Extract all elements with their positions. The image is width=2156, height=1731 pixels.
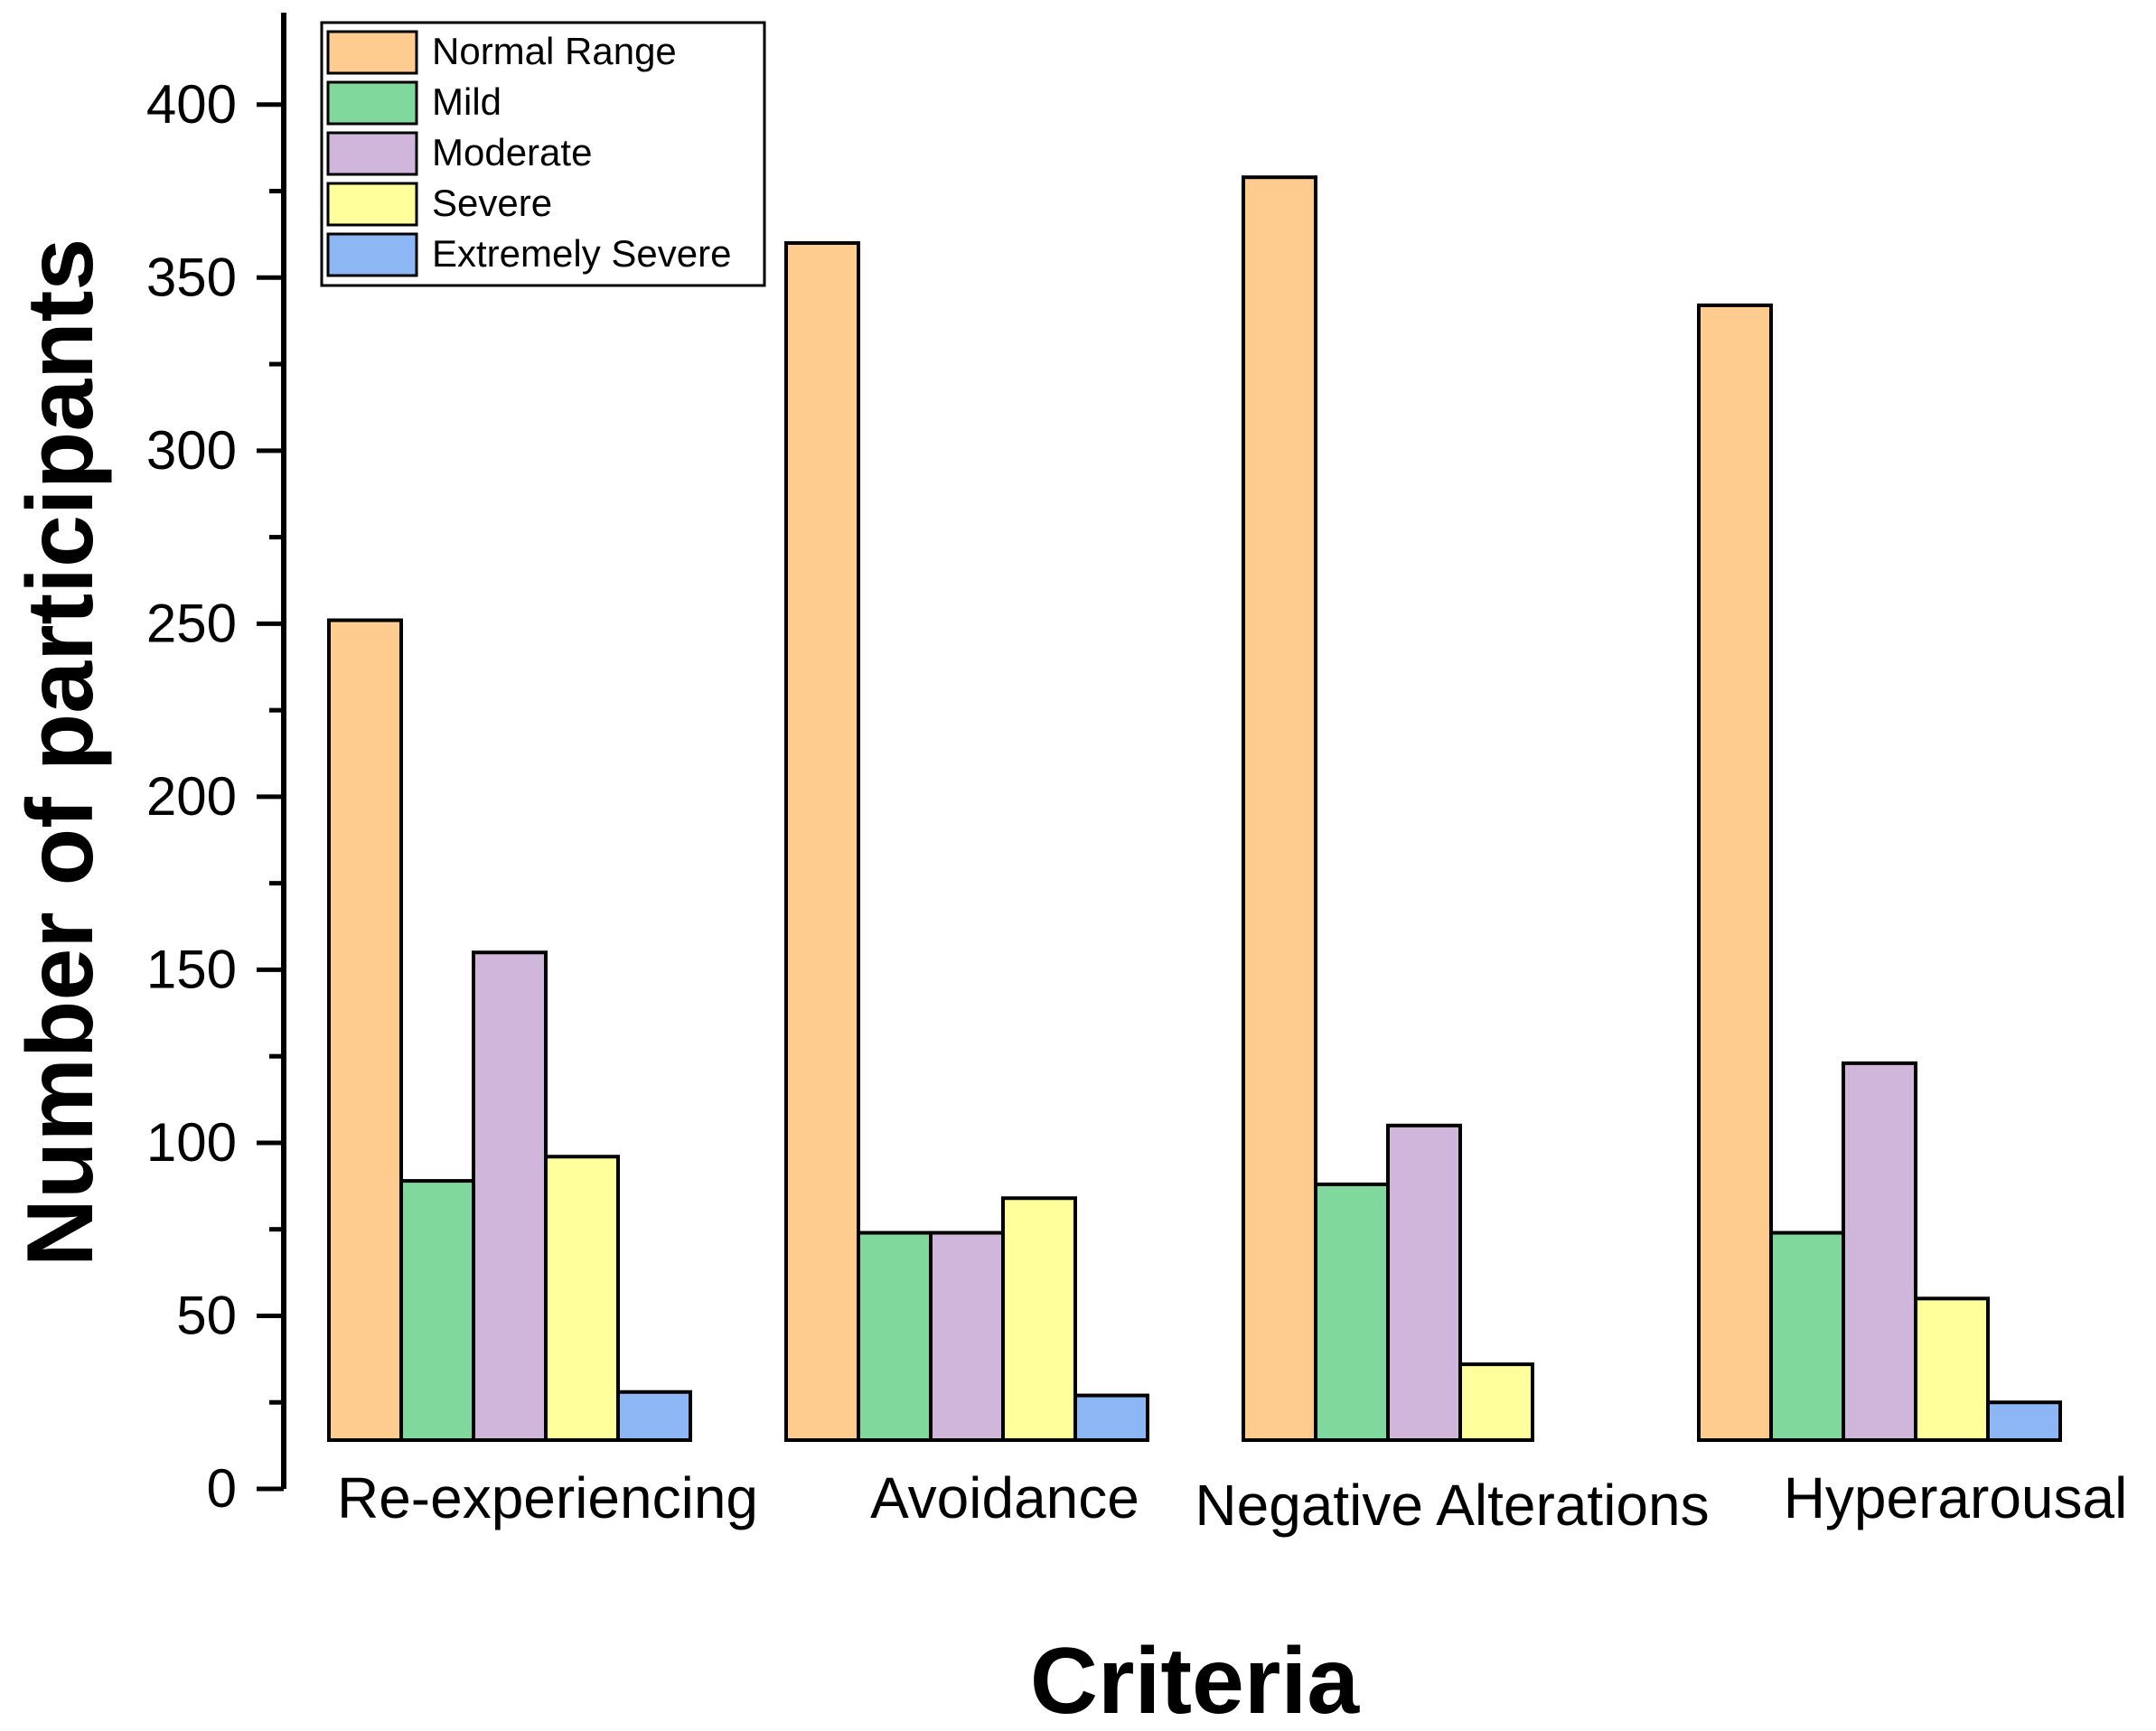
legend-label: Mild bbox=[432, 80, 502, 123]
legend-swatch-normal-range bbox=[326, 30, 418, 75]
bar-severe-1 bbox=[1001, 1196, 1077, 1442]
x-tick-label-avoidance: Avoidance bbox=[870, 1465, 1139, 1530]
y-tick-label: 150 bbox=[146, 939, 237, 999]
legend-swatch-extremely-severe bbox=[326, 232, 418, 277]
y-tick-label: 300 bbox=[146, 420, 237, 481]
bar-severe-0 bbox=[544, 1155, 620, 1443]
bar-moderate-1 bbox=[929, 1230, 1005, 1443]
legend-label: Extremely Severe bbox=[432, 232, 731, 275]
y-tick-label: 100 bbox=[146, 1112, 237, 1173]
x-tick-label-negative-alterations: Negative Alterations bbox=[1195, 1473, 1709, 1538]
bar-normal-range-1 bbox=[784, 240, 860, 1442]
y-tick-label: 350 bbox=[146, 247, 237, 307]
bar-mild-2 bbox=[1314, 1182, 1390, 1443]
bar-extremely-severe-1 bbox=[1073, 1393, 1149, 1443]
x-category-labels: Re-experiencing Avoidance Negative Alterat… bbox=[337, 1465, 2127, 1538]
bar-mild-1 bbox=[857, 1230, 933, 1443]
legend: Normal Range Mild Moderate Severe Extremely … bbox=[320, 21, 766, 287]
x-tick-label-hyperarousal: Hyperarousal bbox=[1784, 1465, 2128, 1530]
bar-severe-2 bbox=[1458, 1362, 1534, 1442]
y-tick-label: 200 bbox=[146, 766, 237, 827]
bar-normal-range-3 bbox=[1697, 303, 1773, 1442]
bar-moderate-3 bbox=[1842, 1061, 1917, 1442]
legend-swatch-mild bbox=[326, 80, 418, 126]
legend-label: Severe bbox=[432, 182, 552, 224]
y-axis-title: Number of participants bbox=[8, 239, 113, 1267]
y-tick-label: 250 bbox=[146, 593, 237, 653]
legend-label: Normal Range bbox=[432, 30, 677, 72]
legend-label: Moderate bbox=[432, 131, 592, 173]
y-tick-labels: 0 50 100 150 200 250 300 350 400 bbox=[146, 74, 237, 1519]
bar-moderate-2 bbox=[1386, 1123, 1462, 1442]
bar-normal-range-2 bbox=[1242, 175, 1317, 1442]
bar-normal-range-0 bbox=[327, 618, 403, 1442]
y-tick-label: 50 bbox=[176, 1285, 237, 1345]
legend-swatch-severe bbox=[326, 182, 418, 227]
bar-extremely-severe-3 bbox=[1986, 1400, 2062, 1442]
bar-severe-3 bbox=[1914, 1296, 1990, 1443]
x-axis-title: Criteria bbox=[1030, 1629, 1360, 1731]
bar-mild-0 bbox=[399, 1179, 475, 1443]
bars-layer bbox=[327, 175, 2062, 1443]
legend-swatch-moderate bbox=[326, 131, 418, 176]
y-tick-label: 400 bbox=[146, 74, 237, 135]
bar-mild-3 bbox=[1769, 1230, 1845, 1443]
y-axis bbox=[257, 13, 286, 1492]
bar-extremely-severe-0 bbox=[616, 1389, 692, 1442]
x-tick-label-re-experiencing: Re-experiencing bbox=[337, 1465, 758, 1530]
bar-moderate-0 bbox=[472, 950, 548, 1442]
y-tick-label: 0 bbox=[207, 1458, 237, 1519]
